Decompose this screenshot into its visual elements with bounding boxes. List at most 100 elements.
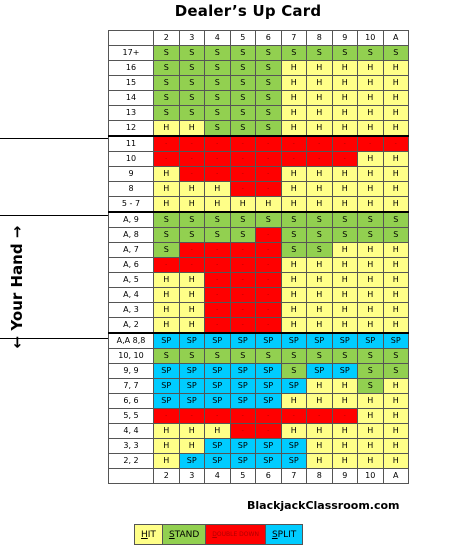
strategy-cell: S <box>382 211 409 228</box>
strategy-cell: S <box>331 227 358 243</box>
strategy-cell: SP <box>178 363 205 379</box>
strategy-cell: H <box>306 378 333 394</box>
strategy-cell: H <box>331 166 358 182</box>
strategy-cell: H <box>306 120 333 137</box>
strategy-cell: H <box>153 302 180 318</box>
strategy-cell: H <box>357 287 384 303</box>
strategy-cell: S <box>178 227 205 243</box>
dealer-card-label: 6 <box>255 468 282 484</box>
strategy-cell: H <box>280 393 307 409</box>
dealer-card-label: 9 <box>331 468 358 484</box>
strategy-cell: - <box>255 135 282 152</box>
strategy-cell: H <box>357 90 384 106</box>
strategy-cell: S <box>357 211 384 228</box>
strategy-cell: H <box>306 393 333 409</box>
strategy-cell: H <box>357 272 384 288</box>
corner-cell <box>108 468 154 484</box>
strategy-cell: H <box>280 105 307 121</box>
strategy-cell: S <box>382 45 409 61</box>
strategy-cell: - <box>204 317 231 334</box>
strategy-cell: - <box>153 257 180 273</box>
strategy-cell: H <box>357 302 384 318</box>
strategy-cell: - <box>255 257 282 273</box>
hand-row: 13 S S S S S H H H H H <box>108 105 409 121</box>
strategy-cell: H <box>331 393 358 409</box>
strategy-cell: SP <box>153 332 180 349</box>
strategy-cell: - <box>255 287 282 303</box>
hand-row: 17+ S S S S S S S S S S <box>108 45 409 61</box>
strategy-cell: S <box>229 60 256 76</box>
section-divider-pairs <box>0 338 108 339</box>
strategy-cell: - <box>255 302 282 318</box>
legend-label: OUBLE DOWN <box>216 531 259 538</box>
hand-label: 8 <box>108 181 154 197</box>
strategy-cell: S <box>255 211 282 228</box>
strategy-cell: H <box>306 287 333 303</box>
strategy-cell: SP <box>306 363 333 379</box>
strategy-cell: SP <box>306 332 333 349</box>
strategy-cell: H <box>255 196 282 213</box>
strategy-cell: S <box>357 348 384 364</box>
strategy-cell: H <box>357 453 384 469</box>
legend-item: STAND <box>161 524 207 545</box>
strategy-cell: S <box>306 242 333 258</box>
strategy-cell: S <box>204 75 231 91</box>
strategy-cell: H <box>306 257 333 273</box>
strategy-cell: S <box>331 45 358 61</box>
strategy-cell: H <box>382 196 409 213</box>
strategy-cell: SP <box>153 393 180 409</box>
strategy-cell: SP <box>178 393 205 409</box>
strategy-cell: H <box>331 120 358 137</box>
strategy-cell: H <box>382 181 409 197</box>
legend: HIT STAND DOUBLE DOWN SPLIT <box>134 524 304 545</box>
strategy-cell: - <box>306 135 333 152</box>
chart-title: Dealer’s Up Card <box>174 2 322 20</box>
strategy-cell: S <box>178 75 205 91</box>
strategy-cell: H <box>153 317 180 334</box>
strategy-cell: S <box>153 45 180 61</box>
strategy-cell: H <box>357 166 384 182</box>
strategy-cell: H <box>331 287 358 303</box>
hand-label: A,A 8,8 <box>108 332 154 349</box>
dealer-card-label: 4 <box>204 468 231 484</box>
hand-label: 3, 3 <box>108 438 154 454</box>
hand-row: 9, 9 SP SP SP SP SP S SP SP S S <box>108 363 409 379</box>
strategy-cell: S <box>382 348 409 364</box>
legend-label: IT <box>147 529 156 540</box>
dealer-header-top: 2 3 4 5 6 7 8 9 10 A <box>108 30 409 46</box>
strategy-cell: SP <box>229 332 256 349</box>
strategy-cell: SP <box>204 438 231 454</box>
strategy-cell: H <box>331 196 358 213</box>
dealer-card-label: 3 <box>178 468 205 484</box>
strategy-cell: H <box>153 120 180 137</box>
strategy-cell: H <box>331 60 358 76</box>
strategy-cell: H <box>382 393 409 409</box>
strategy-cell: S <box>255 60 282 76</box>
legend-item: SPLIT <box>264 524 304 545</box>
strategy-cell: SP <box>204 393 231 409</box>
strategy-cell: H <box>331 317 358 334</box>
strategy-cell: H <box>280 90 307 106</box>
dealer-card-label: 5 <box>229 468 256 484</box>
strategy-cell: SP <box>153 363 180 379</box>
strategy-cell: H <box>178 120 205 137</box>
strategy-cell: - <box>204 257 231 273</box>
strategy-cell: H <box>306 75 333 91</box>
strategy-cell: H <box>331 105 358 121</box>
strategy-cell: S <box>178 90 205 106</box>
strategy-cell: - <box>178 242 205 258</box>
strategy-cell: H <box>331 257 358 273</box>
strategy-cell: S <box>357 363 384 379</box>
strategy-cell: S <box>255 348 282 364</box>
strategy-cell: H <box>382 105 409 121</box>
strategy-cell: S <box>204 120 231 137</box>
dealer-header-bottom: 2 3 4 5 6 7 8 9 10 A <box>108 468 409 484</box>
strategy-cell: SP <box>255 332 282 349</box>
strategy-cell: S <box>153 75 180 91</box>
strategy-cell: S <box>153 348 180 364</box>
strategy-cell: H <box>280 196 307 213</box>
dealer-card-label: 4 <box>204 30 231 46</box>
